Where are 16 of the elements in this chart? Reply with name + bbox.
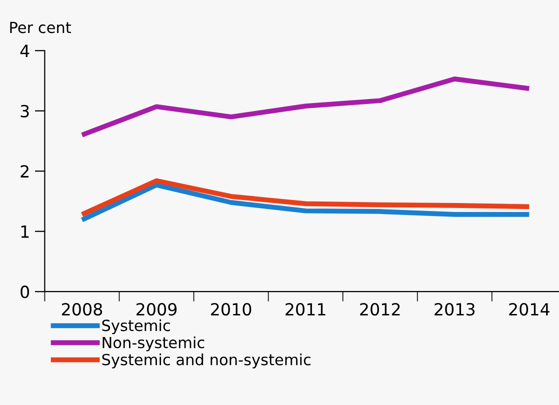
y-tick-label: 2	[20, 165, 28, 178]
y-axis-title: Per cent	[10, 22, 72, 34]
x-tick-label: 2011	[286, 303, 326, 316]
y-tick-label: 1	[21, 226, 29, 238]
x-tick-label: 2010	[211, 303, 252, 316]
y-tick-label: 0	[20, 286, 30, 298]
x-tick-label: 2009	[136, 303, 177, 316]
x-tick-label: 2012	[360, 303, 400, 316]
legend-label: Systemic and non-systemic	[102, 354, 310, 368]
x-tick-label: 2008	[62, 303, 102, 316]
x-tick-label: 2013	[434, 303, 475, 316]
x-tick-label: 2014	[509, 303, 550, 316]
y-tick-label: 4	[20, 44, 30, 57]
legend-label: Systemic	[102, 319, 170, 334]
legend-label: Non-systemic	[102, 336, 204, 352]
y-tick-label: 3	[20, 104, 29, 118]
